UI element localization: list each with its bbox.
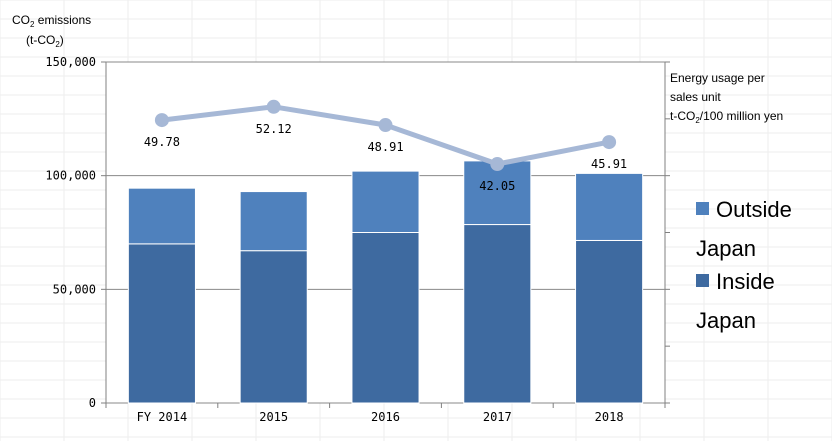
y-axis-title-line1: CO2 emissions	[12, 13, 91, 29]
line-point-4	[490, 157, 505, 172]
bar-inside-5	[575, 239, 644, 404]
legend-label-line2: Japan	[696, 308, 756, 333]
legend-label-line2: Japan	[696, 236, 756, 261]
y-axis-ticks: 0 50,000 100,000 150,000	[45, 55, 96, 410]
bar-inside-2	[239, 250, 308, 404]
line-point-2	[266, 99, 281, 114]
bar-inside-3	[351, 232, 420, 404]
line-data-label: 52.12	[256, 122, 292, 136]
bar-outside-3	[351, 170, 420, 233]
line-point-3	[378, 118, 393, 133]
line-data-label: 45.91	[591, 157, 627, 171]
line-data-label: 42.05	[479, 179, 515, 193]
line-data-label: 48.91	[367, 140, 403, 154]
bars	[127, 160, 644, 404]
bar-inside-4	[463, 224, 532, 404]
bar-inside-1	[127, 243, 196, 404]
y-tick-label: 50,000	[53, 282, 96, 296]
x-tick-label: 2017	[483, 410, 512, 424]
line-series: 49.78 52.12 48.91 42.05 45.91	[144, 99, 627, 193]
y-axis-title-line2: (t-CO2)	[26, 33, 64, 49]
legend-label-line1: Outside	[716, 197, 792, 222]
line-data-label: 49.78	[144, 135, 180, 149]
right-axis-title-line1: Energy usage per	[670, 71, 765, 85]
bar-outside-2	[239, 191, 308, 252]
y-tick-label: 150,000	[45, 55, 96, 69]
x-tick-label: 2016	[371, 410, 400, 424]
legend-swatch-inside	[696, 274, 709, 287]
bar-outside-1	[127, 187, 196, 245]
legend-label-line1: Inside	[716, 269, 775, 294]
x-tick-label: FY 2014	[137, 410, 188, 424]
x-tick-label: 2018	[595, 410, 624, 424]
y-tick-label: 100,000	[45, 169, 96, 183]
y-tick-label: 0	[89, 396, 96, 410]
legend: Outside Japan Inside Japan	[696, 197, 792, 333]
x-tick-label: 2015	[259, 410, 288, 424]
line-point-1	[154, 113, 169, 128]
bar-outside-5	[575, 172, 644, 241]
x-axis-ticks: FY 2014 2015 2016 2017 2018	[105, 403, 666, 424]
bar-outside-4	[463, 160, 532, 226]
legend-swatch-outside	[696, 202, 709, 215]
right-axis-title-line2: sales unit	[670, 90, 721, 104]
right-axis-title-line3: t-CO2/100 million yen	[670, 109, 783, 125]
line-point-5	[602, 135, 617, 150]
